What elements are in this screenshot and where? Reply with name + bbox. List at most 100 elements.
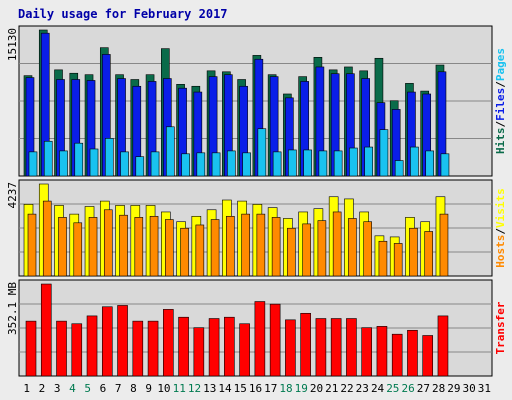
x-tick-label: 24 [371, 382, 385, 395]
hosts-bar [73, 222, 83, 277]
hosts-bar [180, 227, 189, 277]
x-tick-label: 23 [356, 382, 369, 395]
transfer-bar [178, 316, 189, 377]
pages-bar [303, 149, 312, 177]
hosts-bar [393, 243, 403, 277]
hosts-bar [88, 217, 98, 277]
transfer-bar [40, 283, 52, 377]
transfer-series-label-part: Transfer [494, 301, 507, 354]
pages-bar [135, 156, 145, 177]
hosts-visits-max-label: 4237 [6, 182, 19, 209]
pages-bar [89, 148, 99, 177]
pages-bar [74, 142, 84, 177]
hits-files-pages-series-label-part: Files [494, 88, 507, 121]
x-tick-label: 1 [23, 382, 30, 395]
pages-bar [181, 153, 190, 177]
x-tick-label: 22 [340, 382, 353, 395]
hosts-bar [165, 219, 174, 277]
pages-bar [211, 152, 221, 177]
x-tick-label: 3 [54, 382, 61, 395]
transfer-bar [407, 329, 418, 377]
x-tick-label: 14 [218, 382, 232, 395]
x-tick-label: 17 [264, 382, 277, 395]
x-tick-label: 19 [295, 382, 308, 395]
transfer-bar [193, 327, 205, 377]
transfer-bar [71, 323, 83, 377]
x-tick-label: 31 [478, 382, 491, 395]
x-tick-label: 16 [249, 382, 262, 395]
transfer-bar [147, 320, 159, 377]
hits-files-pages-series-label-sep: / [494, 121, 507, 128]
x-tick-label: 10 [157, 382, 170, 395]
hosts-visits-series-label-part: Visits [494, 188, 507, 228]
hosts-bar [103, 209, 113, 277]
hosts-bar [210, 219, 220, 277]
x-tick-label: 25 [386, 382, 399, 395]
x-tick-label: 27 [417, 382, 430, 395]
hits-files-pages-series-label: Hits/Files/Pages [494, 48, 507, 154]
hosts-bar [226, 215, 235, 277]
pages-bar [349, 147, 358, 177]
x-tick-label: 8 [130, 382, 137, 395]
x-tick-label: 30 [462, 382, 475, 395]
hosts-bar [439, 213, 449, 277]
hits-files-pages-max-label: 15130 [6, 28, 19, 61]
pages-bar [410, 146, 419, 177]
transfer-bar [254, 301, 266, 377]
transfer-bar [422, 335, 434, 377]
pages-bar [196, 152, 206, 177]
hosts-bar [195, 224, 205, 277]
pages-bar [364, 146, 373, 177]
x-tick-label: 20 [310, 382, 323, 395]
x-tick-label: 12 [188, 382, 201, 395]
transfer-bar [269, 303, 281, 377]
transfer-series-label: Transfer [494, 301, 507, 354]
pages-bar [379, 129, 389, 177]
hosts-bar [287, 227, 296, 277]
x-tick-label: 4 [69, 382, 76, 395]
pages-bar [227, 150, 236, 177]
hosts-bar [332, 211, 342, 277]
hosts-bar [58, 217, 67, 277]
x-tick-label: 9 [145, 382, 152, 395]
chart-title: Daily usage for February 2017 [18, 7, 228, 21]
hosts-bar [378, 240, 388, 277]
hosts-visits-series-label-part: Hosts [494, 235, 507, 268]
x-tick-label: 15 [234, 382, 247, 395]
x-tick-label: 13 [203, 382, 216, 395]
x-tick-label: 11 [173, 382, 186, 395]
hosts-bar [271, 217, 281, 277]
hosts-bar [409, 227, 418, 277]
hosts-bar [241, 213, 250, 277]
pages-bar [28, 151, 38, 177]
hits-files-pages-series-label-sep: / [494, 81, 507, 88]
transfer-bar [86, 315, 98, 377]
hosts-bar [42, 200, 52, 277]
pages-bar [288, 149, 297, 177]
pages-bar [318, 150, 328, 177]
x-tick-label: 26 [401, 382, 414, 395]
hosts-visits-series-label: Hosts/Visits [494, 188, 507, 268]
x-tick-label: 29 [447, 382, 460, 395]
pages-bar [257, 128, 267, 177]
transfer-bar [101, 306, 113, 377]
transfer-bar [239, 323, 250, 377]
x-tick-label: 21 [325, 382, 338, 395]
transfer-bar [163, 309, 174, 377]
hits-files-pages-series-label-part: Pages [494, 48, 507, 81]
hosts-bar [149, 215, 159, 277]
hosts-visits-series-label-sep: / [494, 228, 507, 235]
pages-bar [425, 150, 435, 177]
pages-bar [166, 126, 175, 177]
hosts-bar [27, 213, 37, 277]
hosts-bar [256, 213, 266, 277]
pages-bar [440, 153, 450, 177]
transfer-bar [117, 305, 128, 377]
hosts-bar [317, 220, 327, 277]
x-tick-label: 2 [39, 382, 46, 395]
hosts-bar [302, 223, 311, 277]
transfer-bar [391, 333, 403, 377]
pages-bar [272, 151, 282, 177]
pages-bar [333, 150, 343, 177]
